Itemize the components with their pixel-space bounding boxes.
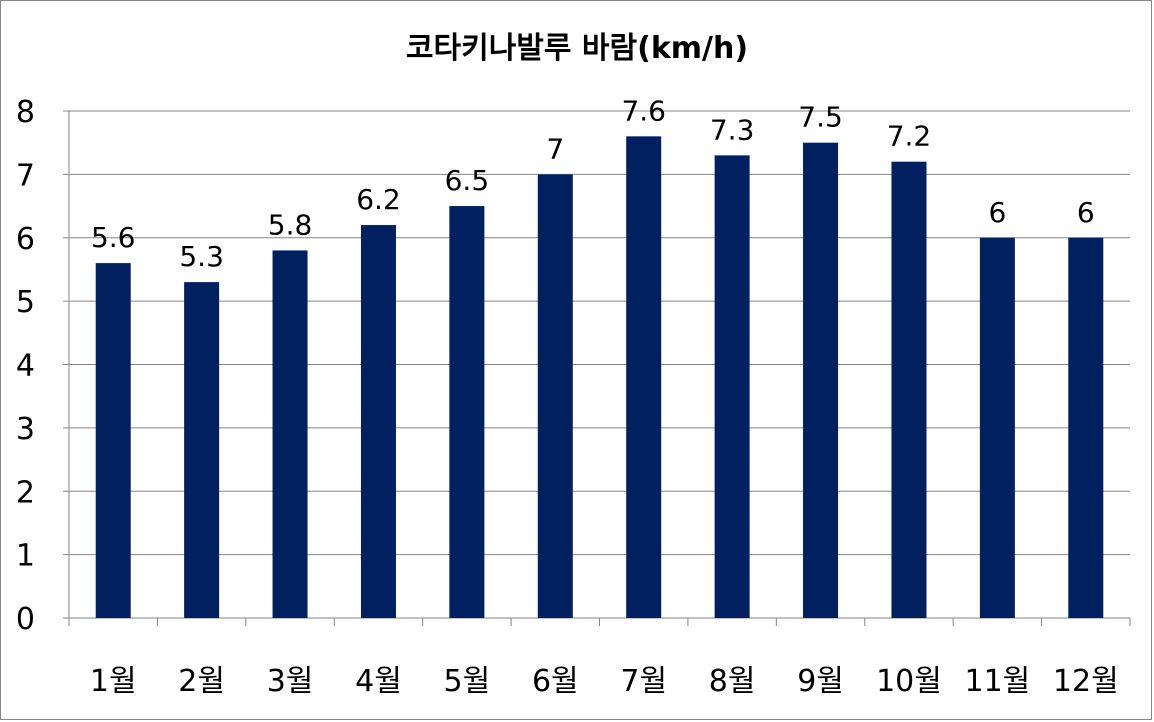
y-tick-label: 5	[16, 285, 35, 320]
x-tick-label: 8월	[709, 664, 756, 699]
bar	[803, 142, 839, 618]
x-tick-label: 5월	[444, 664, 491, 699]
y-tick-label: 2	[16, 475, 35, 510]
bar	[714, 155, 750, 619]
y-tick-label: 0	[16, 602, 35, 637]
bar	[95, 263, 131, 618]
y-tick-label: 7	[16, 158, 35, 193]
bar	[979, 237, 1015, 618]
data-label: 7	[546, 132, 564, 165]
bar	[449, 206, 485, 618]
bar	[537, 174, 573, 618]
data-label: 7.6	[621, 94, 666, 127]
bar	[184, 282, 220, 618]
data-label: 7.3	[710, 113, 755, 146]
x-tick-label: 1월	[90, 664, 137, 699]
x-tick-label: 7월	[620, 664, 667, 699]
x-tick-label: 11월	[964, 664, 1030, 699]
data-label: 6	[1077, 196, 1095, 229]
chart-title: 코타키나발루 바람(km/h)	[405, 31, 749, 66]
data-label: 5.6	[91, 221, 136, 254]
data-label: 5.3	[179, 240, 224, 273]
bar	[272, 250, 308, 619]
x-tick-label: 4월	[355, 664, 402, 699]
y-tick-label: 3	[16, 412, 35, 447]
x-tick-label: 3월	[267, 664, 314, 699]
y-tick-label: 4	[16, 349, 35, 384]
y-tick-label: 8	[16, 95, 35, 130]
bar	[360, 225, 396, 618]
bar	[1068, 237, 1104, 618]
x-tick-label: 9월	[797, 664, 844, 699]
x-tick-label: 12월	[1053, 664, 1119, 699]
data-label: 6.5	[445, 164, 490, 197]
bar	[626, 136, 662, 618]
data-label: 6	[988, 196, 1006, 229]
data-label: 7.5	[798, 101, 843, 134]
data-label: 7.2	[887, 120, 932, 153]
x-tick-label: 6월	[532, 664, 579, 699]
data-label: 5.8	[268, 208, 313, 241]
x-tick-label: 10월	[876, 664, 942, 699]
y-tick-label: 6	[16, 222, 35, 257]
y-tick-label: 1	[16, 539, 35, 574]
bar	[891, 161, 927, 618]
x-tick-label: 2월	[178, 664, 225, 699]
data-label: 6.2	[356, 183, 401, 216]
